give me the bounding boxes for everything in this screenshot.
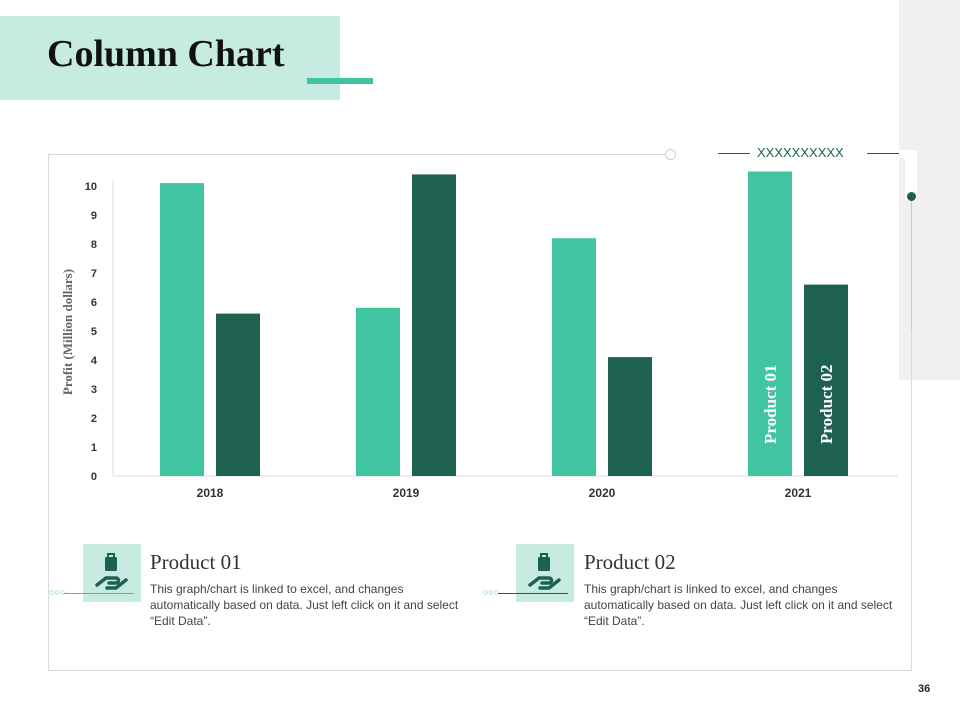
connector-line-02 (498, 593, 568, 594)
y-tick-label: 9 (91, 210, 97, 222)
ring-icon (665, 149, 676, 160)
connector-line-01 (64, 593, 134, 594)
y-tick-label: 5 (91, 326, 97, 338)
hand-holding-bag-icon (83, 544, 141, 602)
bar-2-2018 (216, 313, 260, 476)
bar-1-2018 (160, 183, 204, 476)
y-tick-label: 1 (91, 442, 97, 454)
decor-line-left (718, 153, 750, 154)
x-tick-label: 2018 (197, 486, 224, 500)
product-01-description: This graph/chart is linked to excel, and… (150, 582, 459, 628)
y-tick-label: 8 (91, 239, 97, 251)
bar-2-2021 (804, 284, 848, 476)
series-label-1: Product 01 (761, 365, 780, 445)
y-tick-label: 10 (85, 181, 97, 193)
bars (160, 171, 848, 476)
x-axis-ticks: 2018 2019 2020 2021 (197, 486, 812, 500)
product-01-icon-box (83, 544, 141, 602)
hand-holding-bag-icon (516, 544, 574, 602)
product-01-title: Product 01 (150, 550, 242, 574)
decor-line-right (867, 153, 899, 154)
page-title: Column Chart (47, 33, 285, 75)
frame-gap-right (905, 150, 917, 200)
bar-2-2019 (412, 174, 456, 476)
bar-1-2021 (748, 171, 792, 476)
product-02-description: This graph/chart is linked to excel, and… (584, 582, 893, 628)
y-tick-label: 2 (91, 413, 97, 425)
y-tick-label: 0 (91, 471, 97, 483)
decor-vertical-line (911, 200, 912, 330)
series-labels: Product 01 Product 02 (761, 365, 836, 445)
decor-marks: XXXXXXXXXX (757, 145, 844, 160)
x-tick-label: 2020 (589, 486, 616, 500)
x-tick-label: 2019 (393, 486, 420, 500)
content-frame (48, 154, 912, 671)
y-tick-label: 7 (91, 268, 97, 280)
title-underline (307, 78, 373, 84)
x-tick-label: 2021 (785, 486, 812, 500)
dot-icon (907, 192, 916, 201)
bar-2-2020 (608, 357, 652, 476)
bar-1-2019 (356, 307, 400, 476)
dots-connector-01: ○○○ (49, 587, 66, 597)
dots-connector-02: ○○○ (483, 587, 500, 597)
series-label-2: Product 02 (817, 365, 836, 445)
title-banner (0, 16, 340, 100)
y-axis-ticks: 0 1 2 3 4 5 6 7 8 9 10 (85, 181, 98, 483)
bar-1-2020 (552, 238, 596, 476)
y-axis-label: Profit (Million dollars) (60, 269, 75, 395)
y-tick-label: 6 (91, 297, 97, 309)
product-02-title: Product 02 (584, 550, 676, 574)
product-02-icon-box (516, 544, 574, 602)
column-chart: 0 1 2 3 4 5 6 7 8 9 10 2018 2019 2020 2021 Profit (Mi… (60, 171, 898, 500)
page-number: 36 (918, 683, 931, 695)
y-tick-label: 3 (91, 384, 97, 396)
frame-gap (676, 150, 916, 158)
y-tick-label: 4 (91, 355, 98, 367)
